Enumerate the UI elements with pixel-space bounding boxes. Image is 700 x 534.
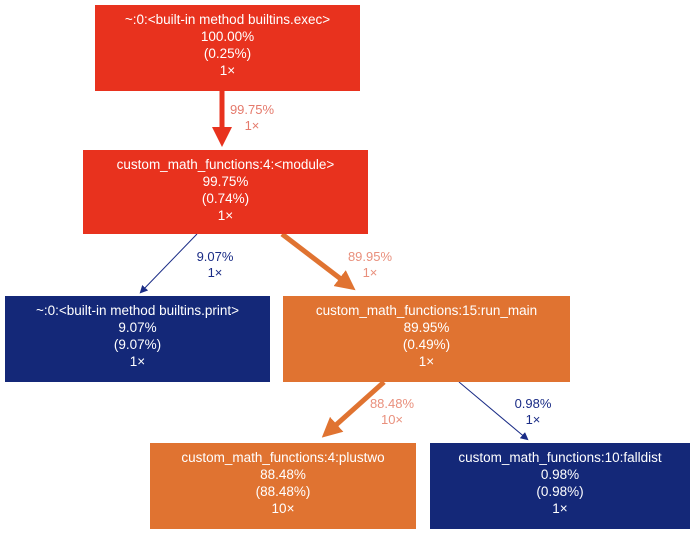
node-self: (0.49%) xyxy=(402,337,451,352)
edge-label-module-to-print: 9.07% 1× xyxy=(185,249,245,281)
edge-calls: 1× xyxy=(244,118,260,133)
node-total: 0.98% xyxy=(540,467,580,482)
node-module[interactable]: custom_math_functions:4:<module> 99.75% … xyxy=(83,150,368,234)
edge-percent: 88.48% xyxy=(369,396,415,411)
node-name: ~:0:<built-in method builtins.exec> xyxy=(124,12,331,27)
node-builtins-exec[interactable]: ~:0:<built-in method builtins.exec> 100.… xyxy=(95,5,360,91)
edge-module-to-run-main xyxy=(280,232,356,291)
edge-label-module-to-run-main: 89.95% 1× xyxy=(340,249,400,281)
edge-calls: 1× xyxy=(207,265,223,280)
node-self: (9.07%) xyxy=(113,337,162,352)
node-total: 89.95% xyxy=(403,320,450,335)
node-plustwo[interactable]: custom_math_functions:4:plustwo 88.48% (… xyxy=(150,443,416,529)
edge-percent: 0.98% xyxy=(514,396,552,411)
edge-percent: 9.07% xyxy=(196,249,234,264)
node-name: custom_math_functions:15:run_main xyxy=(315,303,538,318)
edge-label-exec-to-module: 99.75% 1× xyxy=(222,102,282,134)
edge-run-main-to-falldist xyxy=(458,381,529,441)
node-builtins-print[interactable]: ~:0:<built-in method builtins.print> 9.0… xyxy=(5,296,270,382)
edge-calls: 10× xyxy=(380,412,404,427)
node-name: ~:0:<built-in method builtins.print> xyxy=(36,303,239,318)
edge-label-run-main-to-falldist: 0.98% 1× xyxy=(503,396,563,428)
edge-percent: 89.95% xyxy=(347,249,393,264)
node-calls: 1× xyxy=(129,354,146,369)
edge-percent: 99.75% xyxy=(229,102,275,117)
node-self: (0.25%) xyxy=(203,46,252,61)
edge-calls: 1× xyxy=(362,265,378,280)
node-calls: 1× xyxy=(219,63,236,78)
node-calls: 10× xyxy=(271,501,295,516)
node-self: (0.74%) xyxy=(201,191,250,206)
node-self: (88.48%) xyxy=(255,484,311,499)
node-total: 88.48% xyxy=(260,467,306,482)
node-name: custom_math_functions:4:<module> xyxy=(116,157,335,172)
node-falldist[interactable]: custom_math_functions:10:falldist 0.98% … xyxy=(430,443,690,529)
node-total: 100.00% xyxy=(200,29,255,44)
edge-label-run-main-to-plustwo: 88.48% 10× xyxy=(362,396,422,428)
node-calls: 1× xyxy=(418,354,435,369)
node-calls: 1× xyxy=(552,501,568,516)
node-total: 9.07% xyxy=(118,320,157,335)
node-name: custom_math_functions:4:plustwo xyxy=(181,450,385,465)
node-name: custom_math_functions:10:falldist xyxy=(458,450,662,465)
edge-calls: 1× xyxy=(525,412,541,427)
node-calls: 1× xyxy=(217,208,234,223)
node-self: (0.98%) xyxy=(536,484,584,499)
node-total: 99.75% xyxy=(202,174,249,189)
edge-run-main-to-plustwo xyxy=(321,380,386,438)
edge-module-to-print xyxy=(139,233,198,294)
node-run-main[interactable]: custom_math_functions:15:run_main 89.95%… xyxy=(283,296,570,382)
